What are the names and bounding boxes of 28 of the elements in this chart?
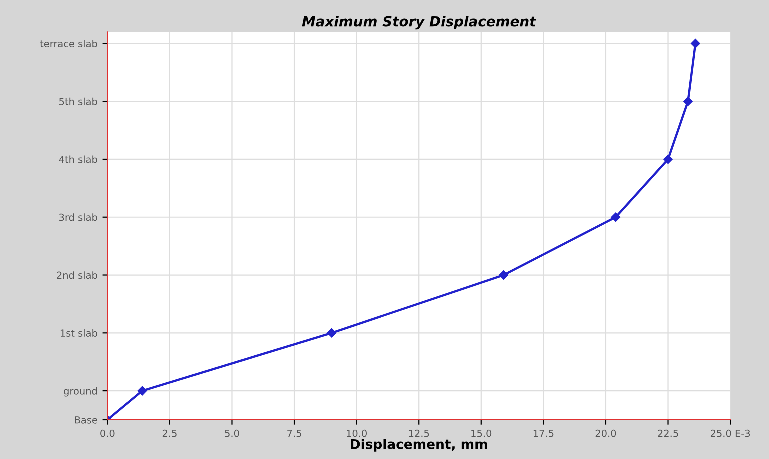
x-tick-label: 10.0 [347, 430, 367, 438]
x-tick-label: 0.0 [100, 430, 115, 438]
point [138, 386, 148, 396]
point [691, 39, 700, 48]
x-tick-label: 5.0 [225, 430, 240, 438]
y-tick-label: 4th slab [59, 156, 98, 164]
y-tick-label: 1st slab [60, 329, 98, 337]
y-tick-label: Base [75, 416, 98, 424]
x-tick-label: 7.5 [288, 430, 302, 438]
point [684, 96, 693, 106]
y-tick-label: ground [64, 387, 98, 397]
x-tick-label: 25.0 E-3 [710, 430, 750, 438]
chart-title: Maximum Story Displacement [302, 16, 537, 30]
x-tick-label: 22.5 [658, 430, 678, 438]
point [499, 270, 508, 280]
point [327, 328, 337, 338]
point [664, 154, 673, 164]
y-tick-label: 3rd slab [60, 214, 98, 222]
point [611, 212, 621, 222]
x-tick-label: 15.0 [472, 430, 492, 438]
y-tick-label: 5th slab [60, 98, 98, 106]
x-tick-label: 2.5 [162, 430, 177, 438]
x-tick-label: 12.5 [409, 430, 430, 438]
x-tick-label: 20.0 [596, 430, 616, 438]
x-tick-label: 17.5 [534, 430, 554, 438]
x-axis-title: Displacement, mm [351, 439, 488, 452]
y-tick-label: terrace slab [40, 40, 98, 48]
y-tick-label: 2nd slab [57, 272, 98, 280]
